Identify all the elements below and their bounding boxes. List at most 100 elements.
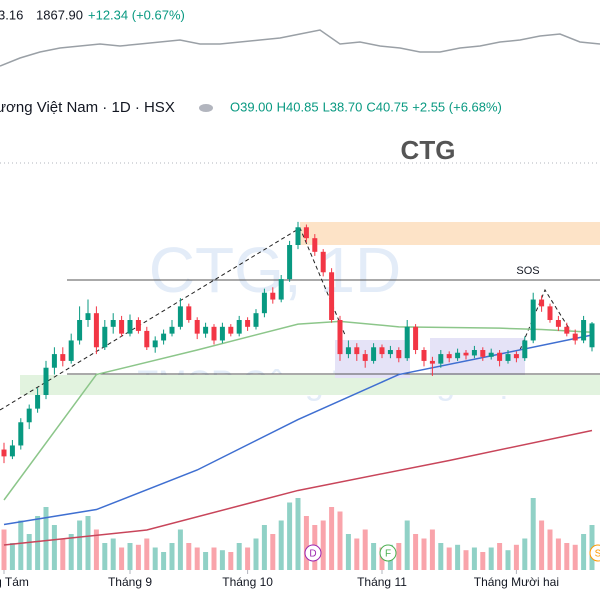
candle-body bbox=[93, 313, 99, 348]
x-tick-label: Tháng 11 bbox=[357, 575, 407, 589]
candle-body bbox=[119, 320, 125, 334]
candle-body bbox=[77, 320, 83, 341]
volume-bar bbox=[295, 498, 301, 570]
candle-body bbox=[413, 326, 419, 350]
candle-body bbox=[270, 292, 276, 300]
candle-body bbox=[169, 326, 175, 334]
volume-bar bbox=[522, 538, 528, 570]
symbol-line: ương Việt Nam · 1D · HSX bbox=[0, 99, 175, 116]
event-label: D bbox=[309, 549, 316, 560]
volume-bar bbox=[51, 525, 57, 570]
volume-bar bbox=[471, 547, 477, 570]
volume-bar bbox=[320, 520, 326, 570]
volume-bar bbox=[1, 529, 7, 570]
range-box bbox=[430, 338, 525, 375]
volume-bar bbox=[203, 552, 209, 570]
x-tick-label: Tháng Mười hai bbox=[474, 575, 559, 589]
volume-bar bbox=[245, 547, 251, 570]
candle-body bbox=[446, 354, 452, 359]
volume-bar bbox=[362, 529, 368, 570]
volume-bar bbox=[539, 520, 545, 570]
volume-bar bbox=[93, 529, 99, 570]
volume-bar bbox=[161, 552, 167, 570]
time-axis bbox=[0, 570, 600, 600]
candle-body bbox=[329, 272, 335, 320]
candle-body bbox=[564, 326, 570, 334]
candle-body bbox=[530, 299, 536, 341]
volume-bar bbox=[152, 547, 158, 570]
candle-body bbox=[177, 306, 183, 327]
event-marker[interactable] bbox=[379, 544, 397, 562]
volume-bar bbox=[429, 529, 435, 570]
candle-body bbox=[497, 352, 503, 361]
candle-body bbox=[26, 408, 32, 423]
x-tick-label: Tháng 10 bbox=[222, 575, 273, 589]
volume-bar bbox=[513, 544, 519, 570]
volume-bar bbox=[345, 534, 351, 570]
candle-body bbox=[387, 350, 393, 355]
candle-body bbox=[236, 320, 242, 334]
volume-bar bbox=[270, 534, 276, 570]
event-marker[interactable] bbox=[589, 544, 600, 562]
event-label: F bbox=[385, 549, 391, 560]
candle-body bbox=[203, 326, 209, 334]
candle-body bbox=[572, 333, 578, 341]
ohlc-value: H40.85 bbox=[277, 99, 319, 114]
candle-body bbox=[362, 354, 368, 361]
candle-body bbox=[85, 313, 91, 320]
candle-body bbox=[539, 299, 545, 307]
candle-body bbox=[379, 347, 385, 355]
candle-body bbox=[547, 306, 553, 320]
volume-bar bbox=[371, 543, 377, 570]
volume-bar bbox=[455, 544, 461, 570]
candle-body bbox=[421, 350, 427, 361]
volume-bar bbox=[354, 538, 360, 570]
event-label: S bbox=[595, 549, 600, 560]
candle-body bbox=[278, 279, 284, 300]
volume-bar bbox=[85, 516, 91, 570]
candle-body bbox=[261, 292, 267, 314]
index-value: 1867.90 bbox=[36, 7, 83, 22]
candle-body bbox=[581, 320, 587, 341]
candle-body bbox=[144, 330, 150, 348]
volume-bar bbox=[329, 507, 335, 570]
visibility-icon[interactable] bbox=[199, 104, 213, 112]
candle-body bbox=[295, 227, 301, 245]
candle-body bbox=[371, 347, 377, 361]
volume-bar bbox=[287, 502, 293, 570]
ohlc-value: C40.75 bbox=[366, 99, 408, 114]
volume-bar bbox=[236, 543, 242, 570]
event-marker[interactable] bbox=[304, 544, 322, 562]
volume-bar bbox=[413, 534, 419, 570]
candle-body bbox=[161, 333, 167, 341]
volume-bar bbox=[177, 529, 183, 570]
candle-body bbox=[488, 352, 494, 357]
volume-bar bbox=[135, 544, 141, 570]
candle-body bbox=[102, 326, 108, 348]
volume-bar bbox=[144, 538, 150, 570]
volume-bar bbox=[303, 516, 309, 570]
candle-body bbox=[429, 360, 435, 364]
volume-bar bbox=[169, 543, 175, 570]
candle-body bbox=[480, 350, 486, 357]
volume-bar bbox=[555, 538, 561, 570]
volume-bar bbox=[547, 529, 553, 570]
volume-bar bbox=[127, 543, 133, 570]
volume-bar bbox=[68, 534, 74, 570]
volume-bar bbox=[572, 544, 578, 570]
ohlc-value: L38.70 bbox=[323, 99, 363, 114]
volume-bar bbox=[337, 511, 343, 570]
supply-zone bbox=[300, 222, 600, 245]
chart-title: CTG bbox=[401, 135, 456, 165]
volume-bar bbox=[228, 552, 234, 570]
x-tick-label: Tháng 9 bbox=[108, 575, 152, 589]
volume-bar bbox=[219, 550, 225, 570]
candle-body bbox=[253, 313, 259, 327]
candle-body bbox=[127, 320, 133, 334]
volume-bar bbox=[194, 547, 200, 570]
candle-body bbox=[396, 350, 402, 359]
candle-body bbox=[522, 340, 528, 359]
candle-body bbox=[194, 320, 200, 334]
